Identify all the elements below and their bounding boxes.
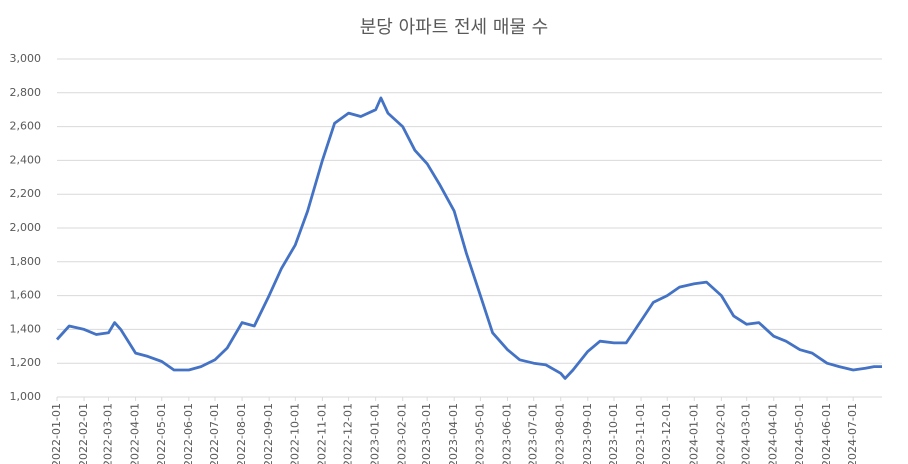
y-tick-label: 1,600: [10, 289, 42, 302]
x-tick-label: 2022-06-01: [182, 403, 195, 464]
x-tick-label: 2023-03-01: [420, 403, 433, 464]
x-tick-label: 2024-03-01: [740, 403, 753, 464]
y-tick-label: 1,200: [10, 356, 42, 369]
x-tick-label: 2022-11-01: [315, 403, 328, 464]
x-tick-label: 2022-08-01: [235, 403, 248, 464]
x-tick-label: 2022-09-01: [262, 403, 275, 464]
x-tick-label: 2023-01-01: [369, 403, 382, 464]
y-tick-label: 1,000: [10, 390, 42, 403]
x-tick-label: 2024-04-01: [767, 403, 780, 464]
data-line: [55, 96, 882, 380]
x-tick-label: 2023-11-01: [634, 403, 647, 464]
chart-title: 분당 아파트 전세 매물 수: [360, 17, 549, 38]
x-tick-label: 2022-01-01: [50, 403, 63, 464]
x-tick-label: 2023-04-01: [447, 403, 460, 464]
x-tick-label: 2024-01-01: [687, 403, 700, 464]
x-tick-label: 2022-07-01: [208, 403, 221, 464]
y-tick-label: 2,600: [10, 120, 42, 133]
x-tick-label: 2024-02-01: [714, 403, 727, 464]
x-tick-label: 2023-08-01: [554, 403, 567, 464]
x-tick-label: 2022-05-01: [155, 403, 168, 464]
y-tick-label: 2,400: [10, 153, 42, 166]
x-tick-label: 2022-03-01: [102, 403, 115, 464]
x-tick-label: 2022-12-01: [342, 403, 355, 464]
y-tick-label: 2,200: [10, 187, 42, 200]
y-tick-label: 3,000: [10, 52, 42, 65]
x-tick-label: 2023-02-01: [396, 403, 409, 464]
y-tick-label: 1,400: [10, 322, 42, 335]
x-tick-label: 2024-06-01: [820, 403, 833, 464]
x-tick-label: 2023-12-01: [660, 403, 673, 464]
x-tick-label: 2023-06-01: [500, 403, 513, 464]
x-tick-label: 2023-05-01: [473, 403, 486, 464]
y-tick-label: 1,800: [10, 255, 42, 268]
x-tick-label: 2022-02-01: [77, 403, 90, 464]
x-tick-label: 2023-09-01: [581, 403, 594, 464]
y-tick-label: 2,800: [10, 86, 42, 99]
x-tick-label: 2024-05-01: [793, 403, 806, 464]
x-tick-label: 2022-04-01: [129, 403, 142, 464]
x-tick-label: 2023-10-01: [607, 403, 620, 464]
y-tick-label: 2,000: [10, 221, 42, 234]
x-tick-label: 2022-10-01: [288, 403, 301, 464]
x-tick-label: 2024-07-01: [846, 403, 859, 464]
x-tick-label: 2023-07-01: [527, 403, 540, 464]
